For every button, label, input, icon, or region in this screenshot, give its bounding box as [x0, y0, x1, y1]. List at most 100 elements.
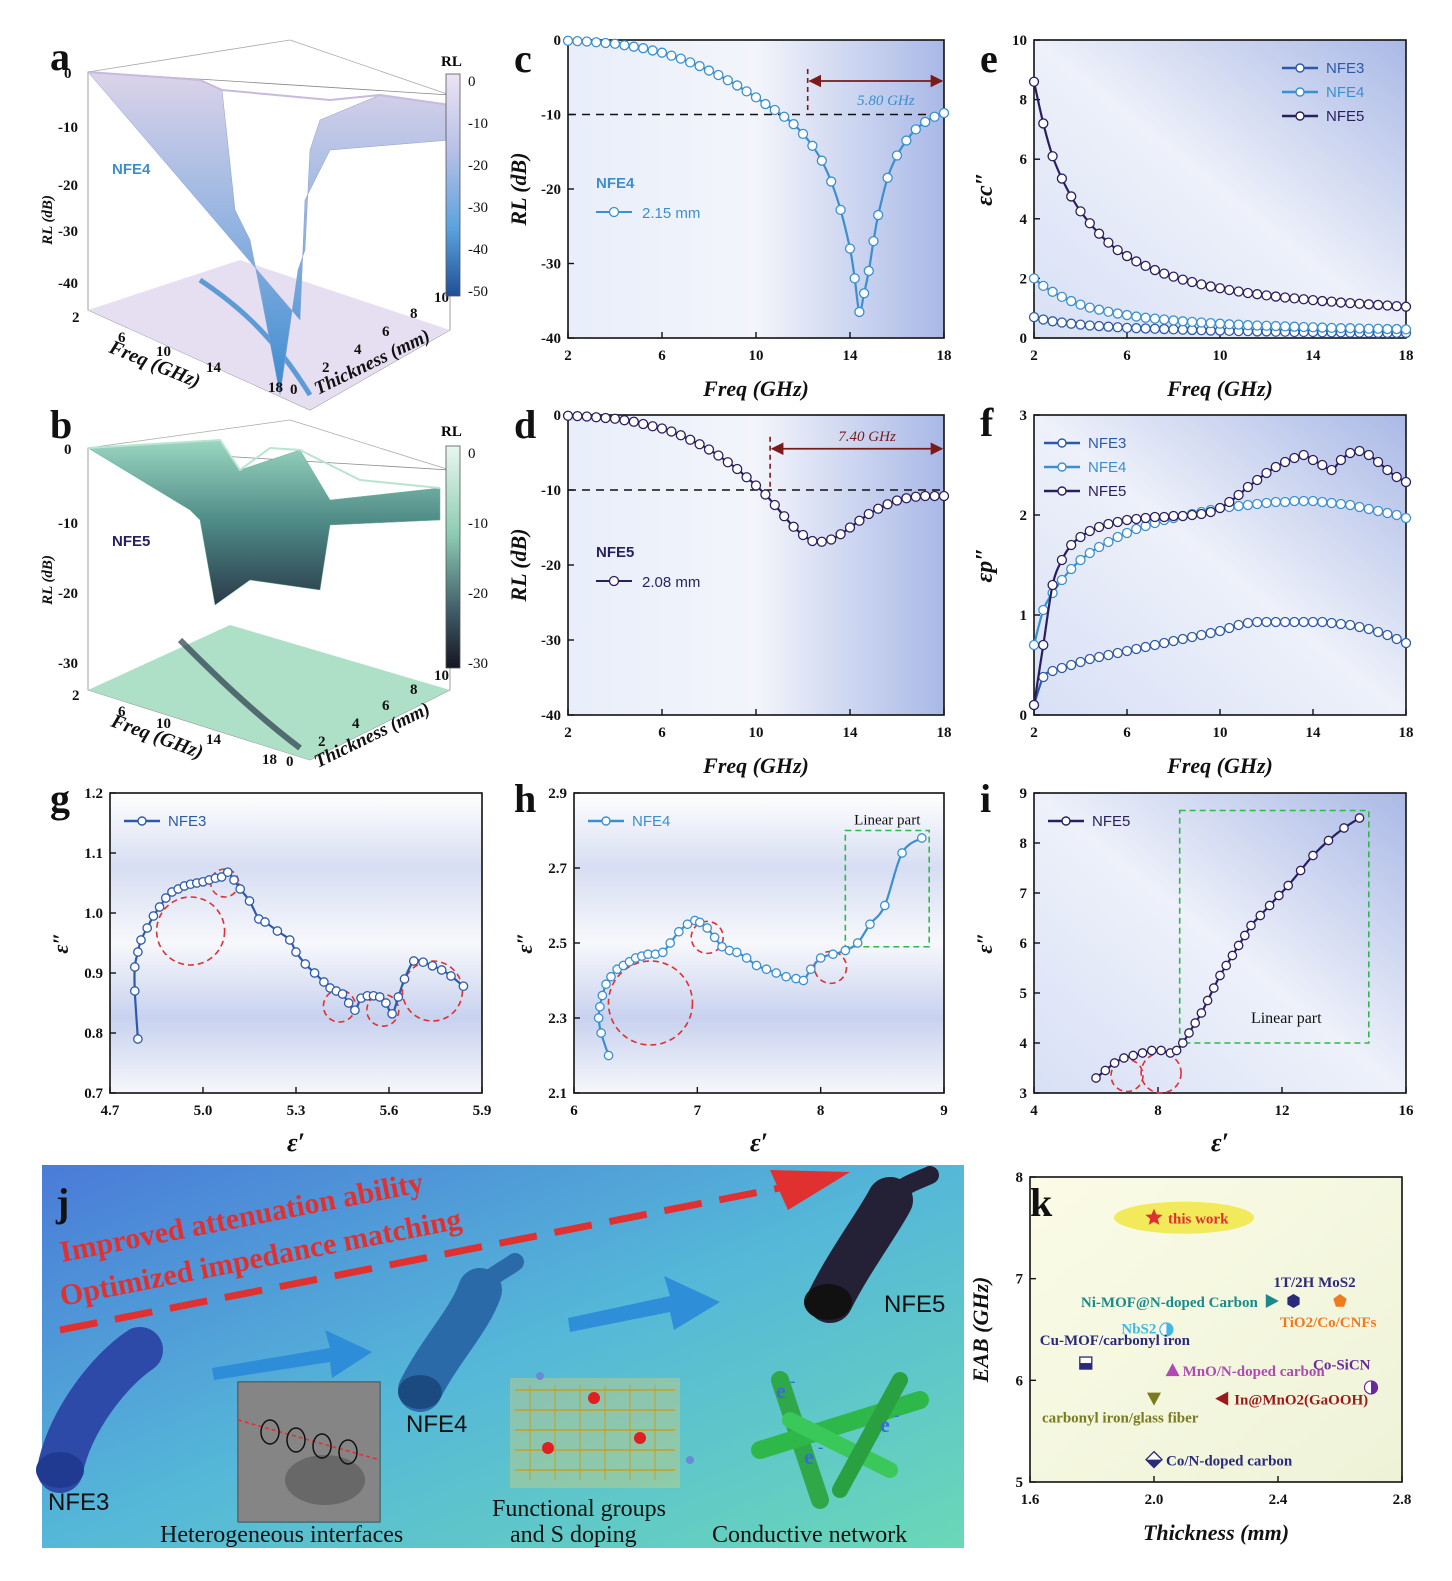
thick-tick: 10	[434, 290, 449, 306]
series-nfe4-point	[1103, 306, 1114, 317]
z-tick: -30	[58, 224, 78, 240]
rl-series-point	[572, 410, 583, 422]
x-tick-label: 5.6	[380, 1103, 399, 1119]
y-tick-label: 2	[1020, 508, 1028, 524]
chart-c: 2 6 10 14 18 0 -10 -20 -30 -40 Freq (GHz) RL (dB) 5.…	[506, 33, 952, 401]
y-tick-label: 1.2	[84, 786, 103, 802]
series-nfe3-point	[1149, 323, 1161, 334]
cole-cole-point	[399, 974, 410, 984]
cole-cole-point	[741, 953, 752, 963]
x-tick-label: 2	[564, 348, 572, 364]
series-nfe5-point	[1196, 279, 1207, 290]
series-nfe4-point	[1112, 308, 1123, 319]
y-tick-label: -30	[541, 257, 561, 273]
cole-cole-point	[781, 971, 791, 982]
series-nfe5-point	[1214, 502, 1226, 514]
y-tick-label: 5	[1020, 986, 1028, 1002]
cole-cole-point	[828, 949, 838, 960]
interface-marker	[286, 1427, 306, 1453]
marker-circle-fill	[1166, 1323, 1173, 1336]
rl-series-point	[849, 273, 860, 284]
series-nfe5-point	[1168, 510, 1179, 522]
thick-tick: 2	[318, 734, 326, 750]
series-nfe5-point	[1391, 300, 1402, 312]
series-nfe5-point	[1140, 260, 1151, 272]
series-nfe3-point	[1391, 633, 1402, 645]
series-nfe5-point	[1372, 456, 1384, 468]
point-label: In@MnO2(GaOOH)	[1234, 1393, 1368, 1409]
legend-marker	[1295, 111, 1305, 121]
plot-background	[574, 793, 944, 1093]
rl-series-point	[891, 150, 903, 161]
series-nfe4-point	[1252, 320, 1263, 331]
series-nfe3-point	[1317, 616, 1328, 628]
rl-series-point	[868, 235, 879, 247]
freq-tick: 14	[206, 732, 222, 748]
colorbar-a	[445, 73, 461, 297]
y-axis-label: EAB (GHz)	[968, 1277, 993, 1384]
thick-tick: 6	[382, 324, 390, 340]
y-tick-label: 0	[554, 33, 562, 49]
dopant-atom	[588, 1392, 600, 1404]
cole-cole-point	[601, 979, 611, 990]
series-nfe4-point	[1056, 574, 1068, 586]
rl-series-point	[920, 490, 931, 502]
series-nfe5-point	[1270, 291, 1281, 302]
series-nfe4-point	[1400, 512, 1412, 524]
cole-cole-point	[709, 932, 720, 943]
series-nfe4-point	[1028, 639, 1040, 651]
legend-label: NFE4	[632, 813, 670, 830]
freq-tick: 2	[72, 310, 80, 326]
rl-series-point	[675, 53, 686, 64]
cole-cole-point	[606, 971, 616, 982]
series-nfe4-point	[1224, 319, 1235, 330]
series-nfe5-point	[1028, 699, 1040, 711]
legend-marker	[608, 206, 620, 218]
cole-cole-point	[1190, 1018, 1201, 1028]
series-nfe3-point	[1372, 626, 1384, 638]
series-nfe3-point	[1345, 619, 1356, 631]
rl-series-point	[826, 176, 837, 187]
marker-triangle-down	[1147, 1392, 1161, 1406]
3d-box-edge	[87, 39, 291, 73]
series-nfe4-point	[1372, 323, 1384, 334]
series-nfe5-point	[1056, 173, 1068, 184]
rl-series-point	[854, 306, 865, 318]
cole-cole-point	[1339, 823, 1349, 833]
x-axis-label: Freq (GHz)	[1166, 753, 1273, 778]
series-nfe3-point	[1168, 324, 1179, 335]
series-nfe5-point	[1075, 531, 1086, 543]
point-label: this work	[1168, 1212, 1229, 1228]
cole-cole-point	[350, 1005, 360, 1016]
series-nfe3-point	[1149, 639, 1161, 651]
rl-surface-ridge	[87, 438, 441, 489]
thick-tick: 10	[434, 668, 449, 684]
plot-background	[568, 415, 944, 715]
series-nfe3-point	[1038, 314, 1049, 325]
cole-cole-point	[244, 896, 255, 906]
y-tick-label: 7	[1020, 886, 1028, 902]
rl-series-point	[694, 439, 705, 450]
rl-surface	[87, 71, 451, 396]
series-nfe5-point	[1196, 508, 1207, 520]
y-tick-label: -20	[541, 558, 561, 574]
series-nfe3-point	[1084, 653, 1095, 665]
series-nfe4-point	[1354, 323, 1365, 334]
series-nfe5-point	[1112, 244, 1123, 256]
z-tick: -40	[58, 276, 78, 292]
series-nfe3-point	[1279, 616, 1291, 628]
marker-triangle-right	[1265, 1294, 1279, 1309]
cole-cole-point	[595, 1001, 605, 1012]
legend-marker	[1295, 87, 1305, 97]
cole-cole-point	[1295, 865, 1306, 876]
y-axis-label: RL (dB)	[506, 152, 531, 226]
series-nfe4-point	[1363, 503, 1374, 515]
rl-series-point	[562, 35, 574, 46]
panel-letter-d: d	[514, 402, 536, 447]
x-tick-label: 2	[1030, 348, 1038, 364]
thick-tick: 2	[322, 360, 330, 376]
electron-label: e	[804, 1444, 814, 1469]
legend-label: NFE5	[1092, 813, 1130, 830]
y-tick-label: 8	[1020, 836, 1028, 852]
